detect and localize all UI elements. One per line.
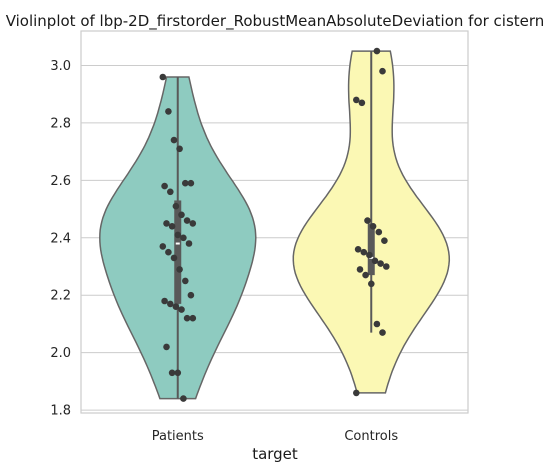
data-point bbox=[168, 223, 176, 230]
y-tick-label: 3.0 bbox=[50, 59, 71, 74]
data-point bbox=[180, 395, 187, 402]
y-tick-label: 1.8 bbox=[50, 404, 71, 419]
data-point bbox=[187, 179, 195, 187]
data-point bbox=[172, 202, 180, 210]
data-point bbox=[163, 343, 170, 351]
data-point bbox=[183, 314, 191, 322]
data-point bbox=[167, 188, 174, 196]
iqr-box-patients bbox=[174, 200, 182, 304]
data-point bbox=[377, 260, 384, 267]
data-point bbox=[170, 254, 178, 262]
chart-title: Violinplot of lbp-2D_firstorder_RobustMe… bbox=[6, 12, 545, 31]
data-point bbox=[373, 47, 381, 55]
data-point bbox=[178, 306, 185, 313]
data-point bbox=[353, 96, 360, 104]
y-tick-label: 2.2 bbox=[50, 289, 71, 304]
data-point bbox=[379, 67, 386, 75]
x-tick-label: Controls bbox=[344, 429, 398, 444]
data-point bbox=[358, 99, 366, 107]
data-point bbox=[159, 243, 167, 250]
data-point bbox=[174, 369, 182, 377]
data-point bbox=[371, 257, 379, 265]
data-point bbox=[373, 320, 381, 328]
y-tick-label: 2.8 bbox=[50, 116, 71, 131]
data-point bbox=[182, 277, 189, 285]
data-point bbox=[353, 389, 360, 397]
data-point bbox=[182, 179, 189, 187]
data-point bbox=[172, 303, 180, 311]
data-point bbox=[383, 263, 390, 270]
data-point bbox=[354, 246, 362, 253]
x-axis-label: target bbox=[252, 445, 298, 463]
data-point bbox=[379, 329, 386, 336]
data-point bbox=[360, 248, 368, 256]
y-tick-labels: 1.8 2.0 2.2 2.4 2.6 2.8 3.0 bbox=[50, 59, 71, 419]
y-tick-label: 2.6 bbox=[50, 174, 71, 189]
data-point bbox=[356, 266, 364, 273]
strip-points bbox=[159, 47, 390, 402]
data-point bbox=[161, 297, 168, 305]
data-point bbox=[375, 228, 383, 236]
data-point bbox=[189, 314, 197, 322]
data-point bbox=[364, 217, 371, 224]
data-point bbox=[183, 217, 191, 224]
data-point bbox=[176, 145, 183, 153]
data-point bbox=[185, 240, 193, 247]
data-point bbox=[178, 211, 185, 219]
median-patients bbox=[175, 242, 180, 245]
violins bbox=[99, 50, 451, 400]
data-point bbox=[159, 73, 167, 81]
data-point bbox=[170, 136, 178, 144]
data-point bbox=[369, 223, 377, 230]
data-point bbox=[187, 291, 195, 299]
data-point bbox=[368, 280, 375, 288]
data-point bbox=[167, 300, 174, 308]
data-point bbox=[362, 271, 369, 279]
data-point bbox=[189, 220, 197, 227]
data-point bbox=[163, 220, 170, 227]
data-point bbox=[366, 251, 373, 259]
data-point bbox=[165, 108, 172, 115]
y-tick-label: 2.4 bbox=[50, 231, 71, 246]
data-point bbox=[165, 248, 172, 256]
x-tick-labels: Patients Controls bbox=[152, 429, 399, 444]
iqr-box-controls bbox=[367, 223, 375, 276]
median-controls bbox=[369, 256, 374, 259]
data-point bbox=[381, 237, 388, 244]
data-point bbox=[161, 182, 168, 190]
data-point bbox=[174, 231, 182, 239]
plot-frame bbox=[80, 30, 469, 414]
x-tick-label: Patients bbox=[152, 429, 204, 444]
y-tick-label: 2.0 bbox=[50, 346, 71, 361]
data-point bbox=[168, 369, 176, 377]
data-point bbox=[176, 266, 183, 273]
data-point bbox=[180, 234, 187, 242]
